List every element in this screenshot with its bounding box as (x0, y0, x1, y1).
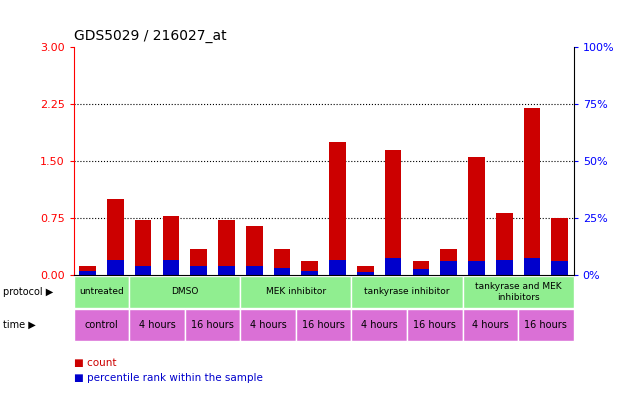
Bar (518, 309, 574, 341)
Bar (468, 157, 485, 275)
Bar (357, 266, 374, 275)
Bar (351, 309, 407, 341)
Bar (274, 268, 290, 275)
Bar (524, 108, 540, 275)
Bar (129, 309, 185, 341)
Text: 16 hours: 16 hours (191, 320, 234, 330)
Bar (246, 266, 263, 275)
Bar (301, 270, 318, 275)
Bar (163, 260, 179, 275)
Bar (185, 309, 240, 341)
Bar (357, 272, 374, 275)
Text: 16 hours: 16 hours (524, 320, 567, 330)
Text: MEK inhibitor: MEK inhibitor (266, 287, 326, 296)
Text: ■ percentile rank within the sample: ■ percentile rank within the sample (74, 373, 263, 383)
Text: tankyrase and MEK
inhibitors: tankyrase and MEK inhibitors (475, 282, 562, 301)
Text: GDS5029 / 216027_at: GDS5029 / 216027_at (74, 29, 226, 43)
Text: time ▶: time ▶ (3, 320, 36, 330)
Bar (274, 248, 290, 275)
Bar (240, 276, 351, 308)
Text: ■ count: ■ count (74, 358, 116, 367)
Bar (463, 309, 518, 341)
Bar (190, 248, 207, 275)
Bar (329, 142, 346, 275)
Bar (496, 213, 513, 275)
Bar (218, 266, 235, 275)
Bar (218, 220, 235, 275)
Text: 4 hours: 4 hours (361, 320, 397, 330)
Bar (74, 309, 129, 341)
Bar (74, 276, 129, 308)
Text: 4 hours: 4 hours (250, 320, 287, 330)
Bar (135, 220, 151, 275)
Text: 16 hours: 16 hours (303, 320, 345, 330)
Text: 4 hours: 4 hours (472, 320, 509, 330)
Text: tankyrase inhibitor: tankyrase inhibitor (364, 287, 450, 296)
Bar (407, 309, 463, 341)
Text: 4 hours: 4 hours (138, 320, 176, 330)
Text: 16 hours: 16 hours (413, 320, 456, 330)
Text: control: control (85, 320, 119, 330)
Bar (129, 276, 240, 308)
Bar (551, 261, 568, 275)
Bar (385, 258, 401, 275)
Bar (301, 261, 318, 275)
Bar (246, 226, 263, 275)
Bar (413, 261, 429, 275)
Bar (107, 260, 124, 275)
Bar (440, 261, 457, 275)
Bar (551, 218, 568, 275)
Bar (440, 248, 457, 275)
Text: protocol ▶: protocol ▶ (3, 287, 53, 297)
Bar (385, 150, 401, 275)
Bar (79, 266, 96, 275)
Bar (468, 261, 485, 275)
Bar (329, 260, 346, 275)
Bar (496, 260, 513, 275)
Bar (79, 270, 96, 275)
Bar (190, 266, 207, 275)
Text: untreated: untreated (79, 287, 124, 296)
Bar (351, 276, 463, 308)
Bar (524, 258, 540, 275)
Bar (135, 266, 151, 275)
Text: DMSO: DMSO (171, 287, 199, 296)
Bar (296, 309, 351, 341)
Bar (413, 269, 429, 275)
Bar (463, 276, 574, 308)
Bar (163, 216, 179, 275)
Bar (240, 309, 296, 341)
Bar (107, 199, 124, 275)
